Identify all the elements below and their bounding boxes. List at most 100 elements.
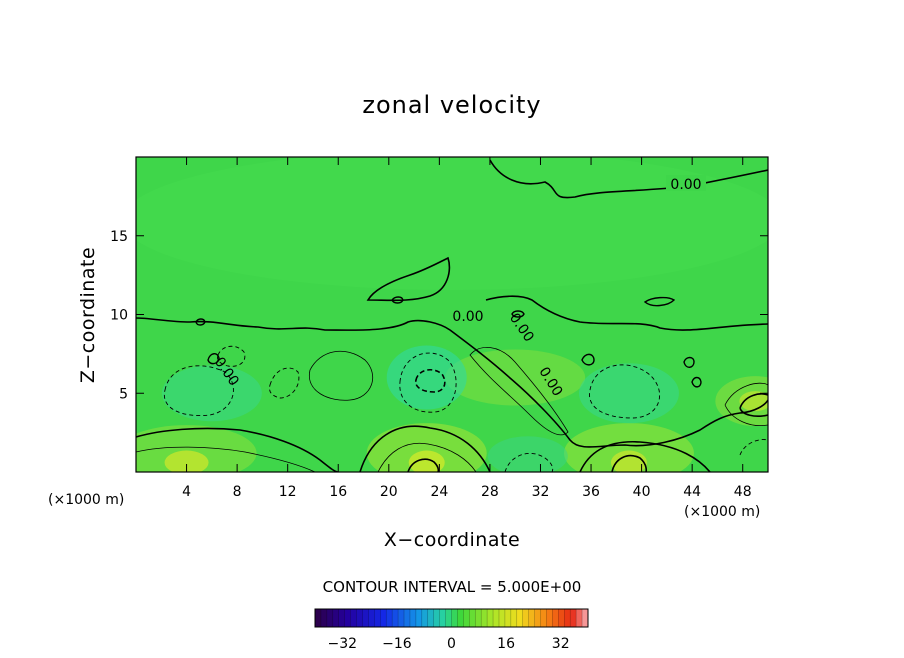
colorbar-cell xyxy=(332,609,340,627)
contour-lines xyxy=(136,159,768,472)
y-axis-title: Z−coordinate xyxy=(77,247,99,383)
contour-positive-left xyxy=(136,446,316,472)
colorbar-cell xyxy=(522,609,529,627)
colorbar-cell xyxy=(546,609,553,627)
contour-label: 0.00 xyxy=(452,309,483,325)
y-tick-label: 5 xyxy=(119,386,128,402)
colorbar-cell xyxy=(528,609,535,627)
contour-small-loop-h xyxy=(511,310,525,318)
contour-small-loop-g xyxy=(195,318,206,326)
contour-positive-bump xyxy=(308,351,374,401)
colorbar-cell xyxy=(362,609,369,627)
colorbar-cell xyxy=(392,609,399,627)
contour-negative-far-right xyxy=(739,439,768,456)
contour-negative-right xyxy=(589,364,661,419)
field-region xyxy=(136,157,768,290)
colorbar-cell xyxy=(457,609,464,627)
colorbar-cell xyxy=(516,609,524,627)
colorbar-cell xyxy=(439,609,446,627)
zero-contour-cap xyxy=(366,256,451,302)
colorbar-cell xyxy=(404,609,411,627)
colorbar-cell xyxy=(380,609,387,627)
colorbar-cell xyxy=(487,609,494,627)
colorbar-tick-label: −16 xyxy=(382,636,412,652)
x-tick-label: 44 xyxy=(683,484,701,500)
x-tick-label: 28 xyxy=(481,484,499,500)
x-tick-label: 48 xyxy=(734,484,752,500)
colorbar-cell xyxy=(534,609,541,627)
colorbar-cell xyxy=(386,609,393,627)
colorbar-cell xyxy=(552,609,559,627)
x-tick-label: 40 xyxy=(633,484,651,500)
zero-contour-lower-mid xyxy=(359,425,491,472)
velocity-field xyxy=(136,157,768,472)
zero-contour-ridge xyxy=(485,295,768,331)
contour-small-loop-f xyxy=(391,296,404,304)
contour-negative-center xyxy=(399,352,457,413)
colorbar-cell xyxy=(415,609,423,627)
field-region xyxy=(161,365,262,422)
x-tick-label: 8 xyxy=(233,484,242,500)
colorbar-cell xyxy=(576,609,583,627)
x-tick-label: 36 xyxy=(582,484,600,500)
contour-negative-bump xyxy=(269,367,300,399)
contour-negative-small xyxy=(217,345,246,367)
x-tick-label: 16 xyxy=(329,484,347,500)
contour-negative-center-core xyxy=(414,368,446,393)
colorbar-cell xyxy=(350,609,357,627)
colorbar-cell xyxy=(356,609,363,627)
colorbar-cell xyxy=(409,609,417,627)
x-unit-right: (×1000 m) xyxy=(684,504,760,520)
colorbar-tick-label: 0 xyxy=(447,636,456,652)
x-axis-title: X−coordinate xyxy=(384,529,520,551)
contour-inner-left xyxy=(611,454,648,472)
colorbar-cell xyxy=(445,609,452,627)
colorbar-cell xyxy=(368,609,375,627)
colorbar-cell xyxy=(398,609,405,627)
field-core xyxy=(408,450,445,472)
y-tick-label: 15 xyxy=(110,229,128,245)
colorbar-cell xyxy=(451,609,458,627)
contour-positive-ridge xyxy=(469,347,569,436)
y-tick-label: 10 xyxy=(110,308,128,324)
x-axis: 4 8 12 16 20 24 28 32 36 40 44 48 xyxy=(182,157,752,500)
colorbar-cell xyxy=(338,609,345,627)
contour-label: 0.00 xyxy=(670,177,701,193)
colorbar-cell xyxy=(469,609,476,627)
colorbar-cell xyxy=(498,609,506,627)
colorbar-cell xyxy=(510,609,518,627)
contour-positive-right xyxy=(724,382,768,427)
x-tick-label: 12 xyxy=(279,484,297,500)
colorbar-cell xyxy=(463,609,470,627)
zero-contour-lower-right xyxy=(579,440,711,472)
chart-title: zonal velocity xyxy=(362,91,541,119)
contour-small-loop-b xyxy=(683,356,695,368)
x-unit-left: (×1000 m) xyxy=(48,492,124,508)
colorbar-cell xyxy=(558,609,565,627)
colorbar-frame xyxy=(314,608,589,628)
field-region xyxy=(578,363,679,424)
colorbar-cell xyxy=(481,609,488,627)
contour-negative-lower xyxy=(504,453,554,472)
colorbar-cell xyxy=(475,609,482,627)
x-tick-label: 24 xyxy=(430,484,448,500)
colorbar-tick-label: 16 xyxy=(497,636,515,652)
x-tick-label: 32 xyxy=(532,484,550,500)
contour-small-loop-e xyxy=(643,296,676,307)
field-core xyxy=(610,450,647,472)
colorbar-cell xyxy=(582,609,589,627)
colorbar-cell xyxy=(320,609,328,627)
field-core xyxy=(164,450,209,472)
colorbar-cell xyxy=(504,609,512,627)
colorbar-tick-label: −32 xyxy=(328,636,358,652)
contour-interval: CONTOUR INTERVAL = 5.000E+00 xyxy=(323,578,582,596)
zero-contour-lower xyxy=(136,427,339,472)
colorbar-cell xyxy=(493,609,500,627)
x-tick-label: 20 xyxy=(380,484,398,500)
colorbar-cell xyxy=(433,609,440,627)
field-region xyxy=(445,349,586,406)
y-axis: 5 10 15 xyxy=(110,229,768,402)
field-region xyxy=(366,423,487,472)
contour-label-bg xyxy=(448,307,488,323)
colorbar-tick-label: 32 xyxy=(552,636,570,652)
